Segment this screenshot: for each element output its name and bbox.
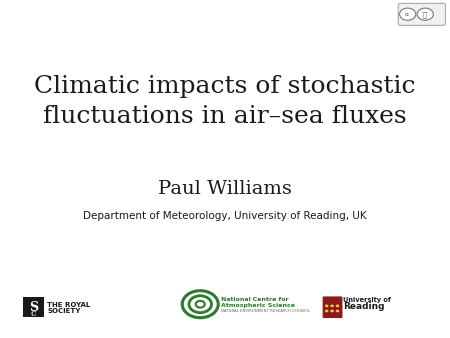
Text: Reading: Reading (343, 303, 384, 311)
Circle shape (325, 305, 328, 307)
Text: Department of Meteorology, University of Reading, UK: Department of Meteorology, University of… (83, 211, 367, 221)
FancyBboxPatch shape (323, 296, 342, 318)
Circle shape (336, 310, 339, 312)
Circle shape (330, 305, 334, 307)
Text: Atmospheric Science: Atmospheric Science (221, 303, 295, 308)
Circle shape (325, 310, 328, 312)
Text: National Centre for: National Centre for (221, 297, 289, 302)
FancyBboxPatch shape (398, 3, 446, 25)
Circle shape (336, 305, 339, 307)
Text: cc: cc (405, 12, 410, 17)
Text: University of: University of (343, 297, 391, 303)
Circle shape (330, 310, 334, 312)
Text: THE ROYAL: THE ROYAL (47, 302, 90, 308)
Text: Climatic impacts of stochastic
fluctuations in air–sea fluxes: Climatic impacts of stochastic fluctuati… (34, 75, 416, 127)
Text: SOCIETY: SOCIETY (47, 308, 81, 314)
Circle shape (417, 8, 433, 20)
Text: Paul Williams: Paul Williams (158, 180, 292, 198)
Circle shape (400, 8, 416, 20)
FancyBboxPatch shape (22, 297, 44, 317)
Text: c: c (31, 309, 36, 318)
Text: ⓘ: ⓘ (423, 11, 428, 18)
Text: NATURAL ENVIRONMENT RESEARCH COUNCIL: NATURAL ENVIRONMENT RESEARCH COUNCIL (221, 309, 310, 313)
Text: S: S (29, 301, 38, 314)
